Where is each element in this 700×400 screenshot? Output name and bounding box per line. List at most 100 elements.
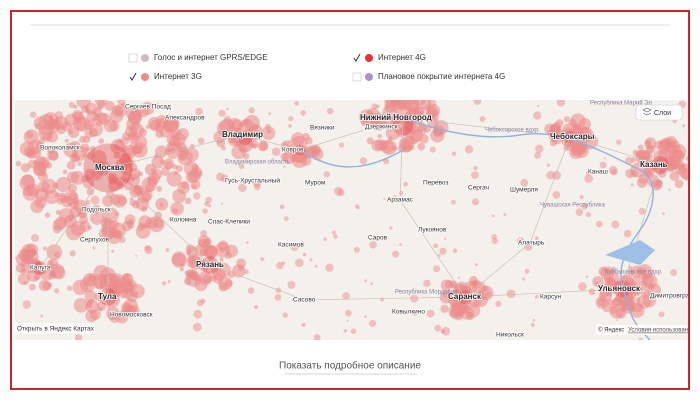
coverage-area bbox=[197, 137, 205, 145]
coverage-area bbox=[643, 168, 647, 172]
coverage-area bbox=[68, 215, 75, 222]
coverage-area bbox=[556, 100, 566, 107]
coverage-area bbox=[220, 202, 224, 205]
coverage-area bbox=[196, 299, 204, 307]
coverage-area bbox=[200, 229, 208, 237]
coverage-area bbox=[216, 120, 233, 137]
coverage-area bbox=[33, 160, 37, 164]
coverage-area bbox=[482, 285, 489, 292]
coverage-area bbox=[430, 128, 445, 143]
coverage-area bbox=[46, 244, 63, 261]
city-label: Алатырь bbox=[518, 240, 545, 247]
coverage-area bbox=[77, 161, 82, 166]
coverage-area bbox=[184, 197, 192, 205]
coverage-area bbox=[98, 307, 103, 312]
coverage-area bbox=[221, 145, 226, 151]
coverage-area bbox=[52, 182, 59, 189]
legend-item[interactable]: Плановое покрытие интернета 4G bbox=[352, 72, 505, 82]
coverage-area bbox=[595, 296, 609, 309]
legend-item[interactable]: Голос и интернет GPRS/EDGE bbox=[128, 53, 268, 63]
terms-link[interactable]: Условия использования bbox=[628, 328, 695, 334]
coverage-area bbox=[599, 161, 607, 169]
coverage-area bbox=[167, 280, 171, 284]
coverage-area bbox=[302, 252, 307, 257]
coverage-area bbox=[630, 265, 643, 278]
city-label: Арзамас bbox=[387, 197, 414, 204]
coverage-area bbox=[84, 205, 91, 212]
coverage-area bbox=[140, 205, 148, 212]
coverage-area bbox=[678, 163, 688, 180]
coverage-area bbox=[439, 247, 447, 255]
checkbox[interactable] bbox=[353, 54, 361, 62]
coverage-area bbox=[97, 105, 102, 111]
coverage-area bbox=[20, 163, 30, 173]
coverage-area bbox=[552, 190, 561, 199]
coverage-area bbox=[457, 276, 460, 279]
legend-item[interactable]: Интернет 3G bbox=[129, 72, 202, 81]
coverage-area bbox=[625, 277, 634, 285]
coverage-area bbox=[625, 156, 633, 165]
coverage-area bbox=[533, 111, 542, 120]
coverage-area bbox=[224, 279, 233, 288]
city-label: Серпухов bbox=[80, 237, 109, 244]
coverage-area bbox=[210, 274, 217, 282]
layers-button-label[interactable]: Слои bbox=[654, 110, 671, 117]
coverage-area bbox=[426, 309, 435, 318]
open-in-yandex-link[interactable]: Открыть в Яндекс Картах bbox=[17, 326, 95, 333]
map[interactable]: Москва Нижний Новгород Владимир Казань Чебок… bbox=[14, 91, 694, 342]
coverage-area bbox=[366, 137, 374, 145]
coverage-area bbox=[165, 114, 173, 122]
city-label: Никольск bbox=[496, 332, 524, 339]
coverage-area bbox=[67, 126, 80, 138]
region-label: Куйбышевское вдхр. bbox=[605, 269, 663, 276]
coverage-area bbox=[227, 132, 242, 147]
coverage-area bbox=[274, 293, 282, 301]
coverage-area bbox=[156, 103, 160, 106]
city-label: Шумерля bbox=[510, 187, 538, 194]
coverage-area bbox=[283, 145, 292, 154]
coverage-area bbox=[534, 151, 541, 159]
coverage-area bbox=[75, 334, 83, 340]
coverage-area bbox=[42, 131, 53, 143]
layers-icon bbox=[642, 107, 652, 116]
coverage-area bbox=[288, 123, 292, 128]
legend-item[interactable]: Интернет 4G bbox=[353, 53, 426, 62]
coverage-area bbox=[39, 127, 46, 135]
coverage-area bbox=[266, 129, 272, 134]
checkmark bbox=[129, 72, 137, 81]
coverage-area bbox=[69, 153, 79, 163]
checkbox[interactable] bbox=[352, 72, 362, 82]
coverage-area bbox=[563, 116, 571, 123]
coverage-area bbox=[388, 136, 393, 141]
coverage-area bbox=[42, 246, 48, 251]
coverage-area bbox=[434, 324, 442, 332]
coverage-area bbox=[301, 322, 306, 328]
coverage-area bbox=[64, 138, 69, 143]
coverage-area bbox=[452, 248, 458, 254]
coverage-area bbox=[247, 287, 255, 294]
coverage-area bbox=[464, 145, 474, 154]
coverage-area bbox=[549, 123, 561, 134]
checkbox[interactable] bbox=[128, 53, 138, 63]
coverage-area bbox=[66, 160, 76, 170]
coverage-area bbox=[306, 147, 312, 153]
coverage-area bbox=[54, 111, 64, 120]
coverage-area bbox=[126, 280, 134, 288]
coverage-area bbox=[506, 289, 516, 299]
coverage-area bbox=[148, 216, 165, 233]
layers-button[interactable] bbox=[635, 104, 683, 121]
coverage-area bbox=[283, 216, 289, 222]
layers-control[interactable]: Слои bbox=[635, 104, 683, 121]
coverage-area bbox=[662, 212, 665, 215]
coverage-area bbox=[371, 103, 378, 110]
checkbox[interactable] bbox=[129, 73, 137, 81]
coverage-area bbox=[615, 319, 618, 322]
coverage-area bbox=[342, 292, 350, 300]
region-label: Чебоксарское вдхр. bbox=[485, 128, 540, 134]
details-link[interactable]: Показать подробное описание bbox=[279, 360, 421, 372]
city-label: Канаш bbox=[588, 169, 608, 176]
coverage-area bbox=[205, 277, 211, 283]
legend-swatch bbox=[365, 73, 373, 81]
coverage-area bbox=[62, 169, 68, 175]
coverage-area bbox=[110, 139, 126, 155]
